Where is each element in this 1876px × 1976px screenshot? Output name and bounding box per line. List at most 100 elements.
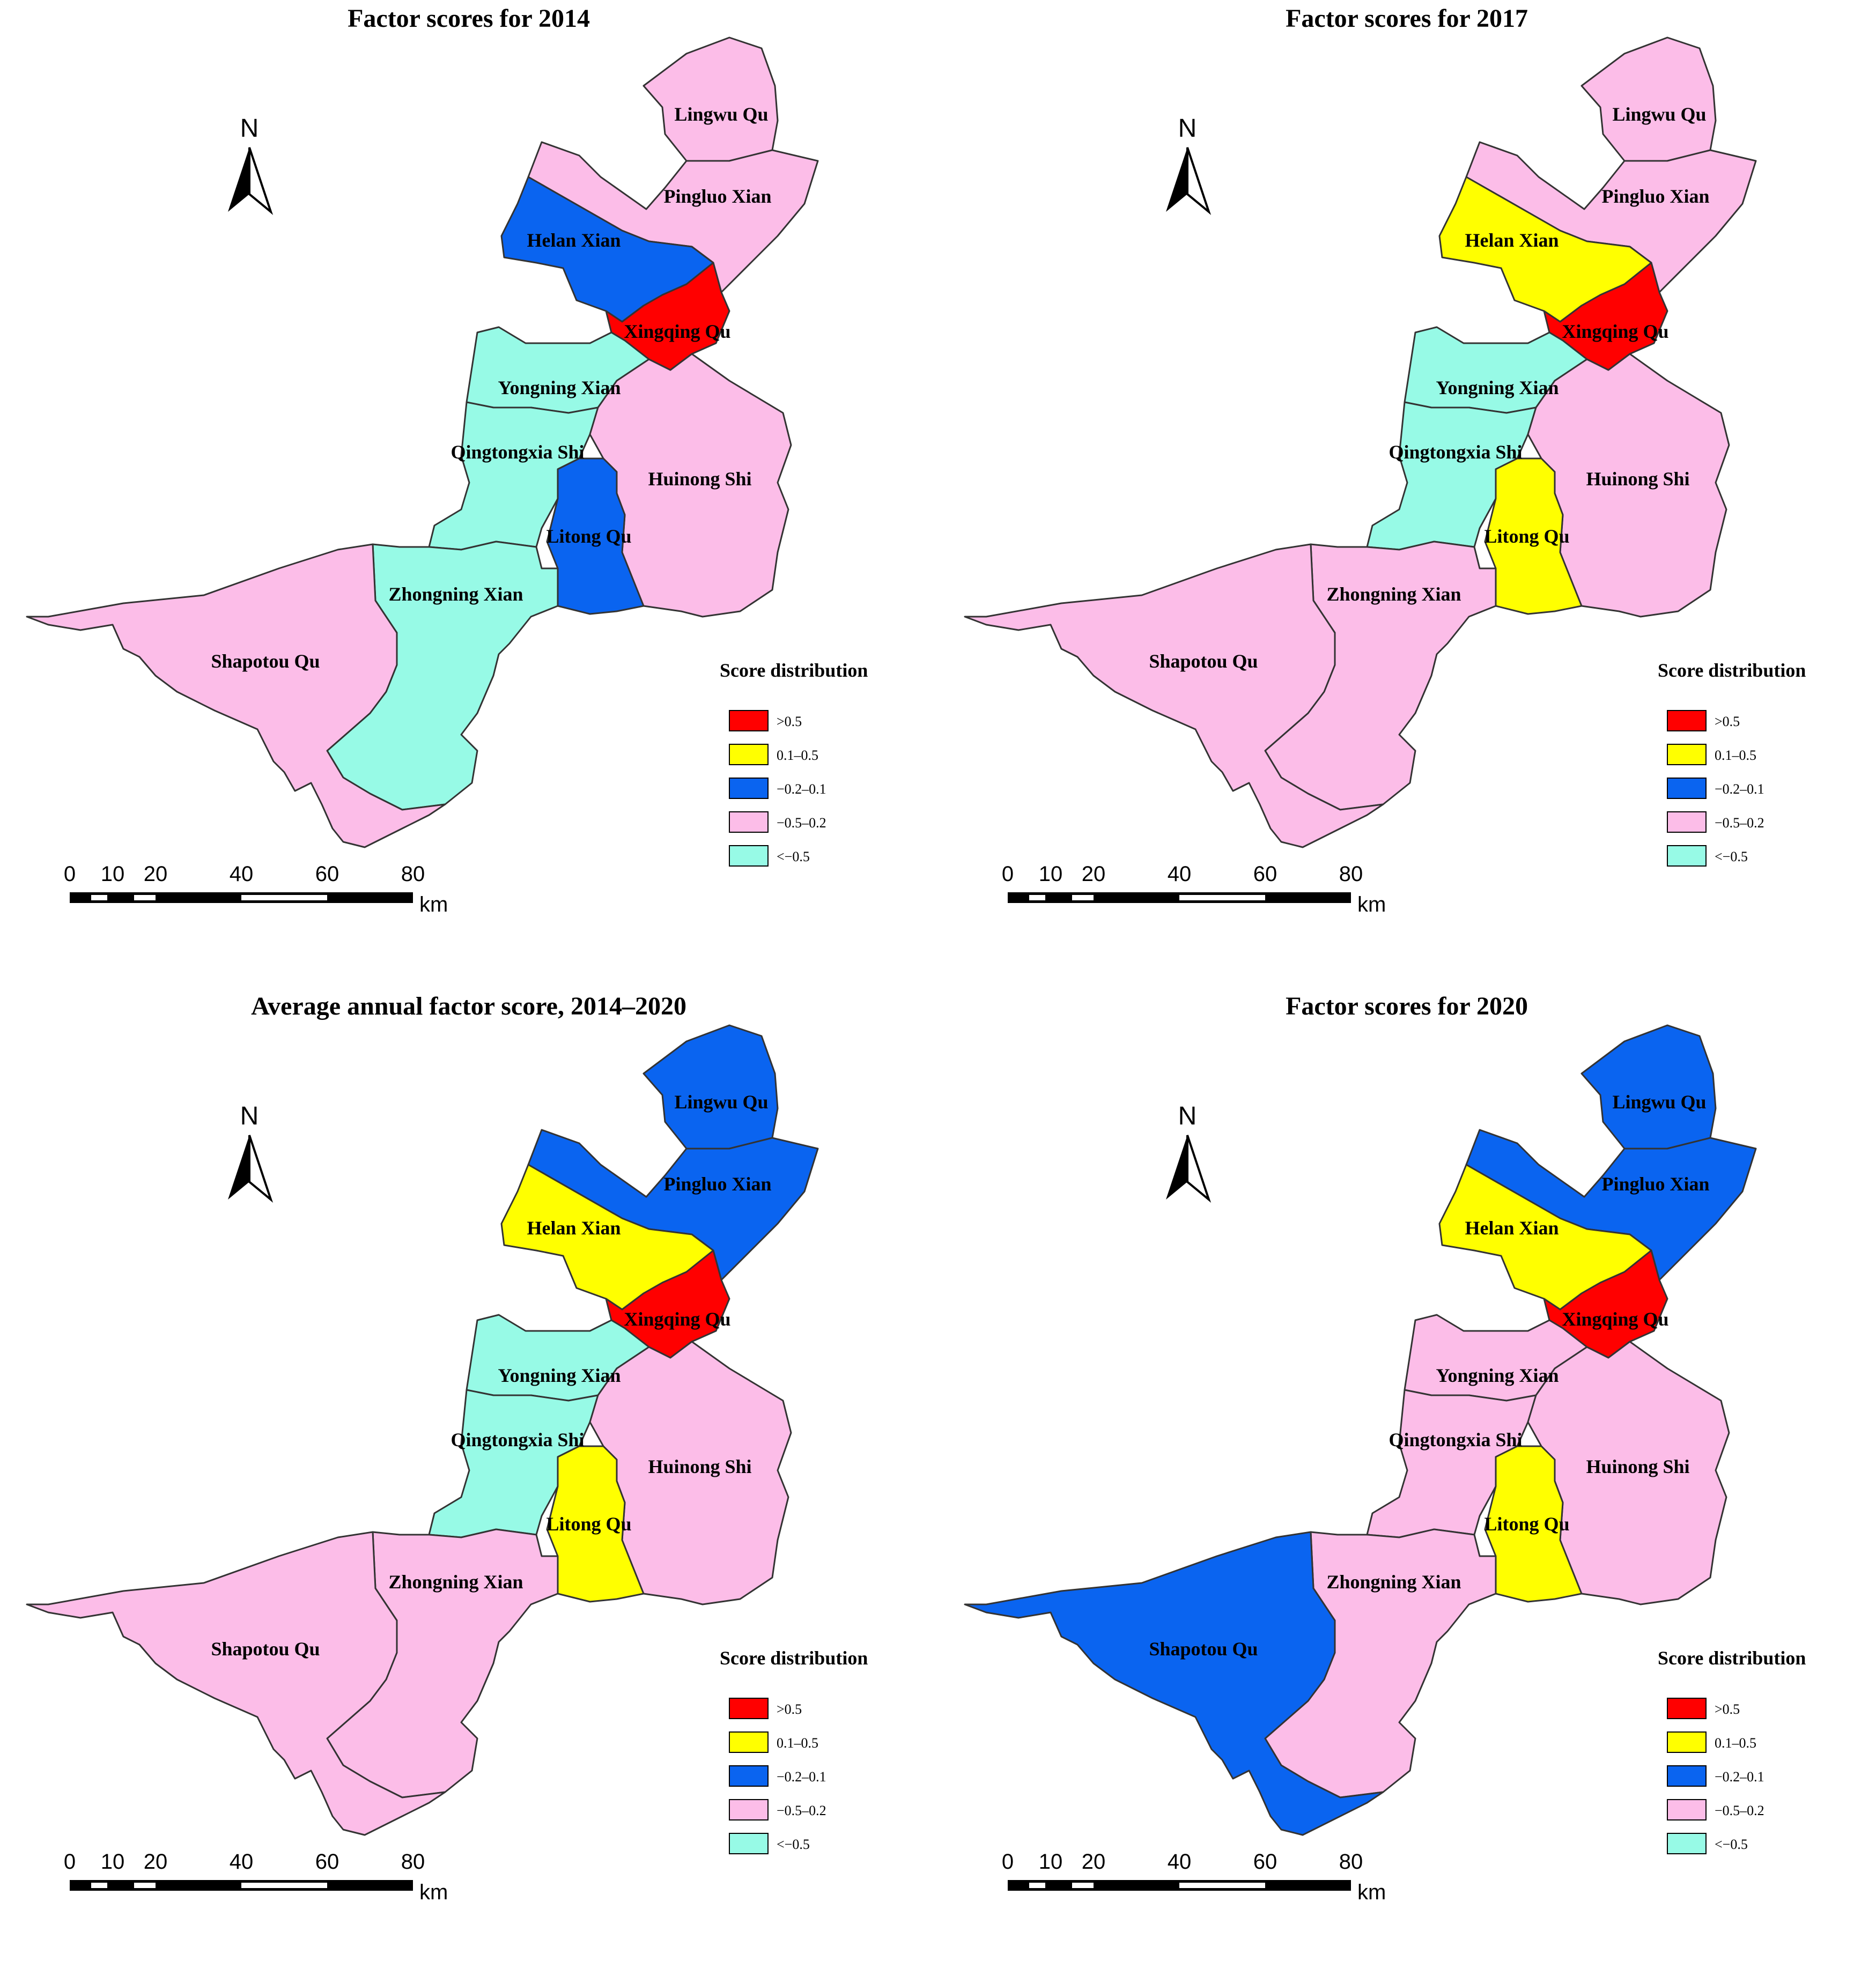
region-label-pingluo: Pingluo Xian [663, 186, 771, 207]
scale-tick-label: 60 [1253, 862, 1277, 886]
scale-bar: 0 10 20 40 60 80 km [64, 1850, 448, 1904]
region-label-xingqing: Xingqing Qu [1562, 1308, 1668, 1330]
legend-swatch [1667, 845, 1707, 867]
legend-label: −0.5–0.2 [1715, 815, 1764, 831]
scale-tick-label: 40 [230, 1850, 254, 1874]
region-label-zhongning: Zhongning Xian [1326, 583, 1461, 605]
legend: Score distribution >0.5 0.1–0.5 −0.2–0.1 −0.… [1658, 660, 1806, 867]
north-label: N [240, 1102, 259, 1130]
legend-swatch [729, 778, 769, 799]
legend-swatch [1667, 744, 1707, 765]
region-litong [546, 457, 645, 615]
region-shapotou [964, 543, 1384, 848]
scale-unit: km [1357, 1881, 1386, 1904]
region-label-shapotou: Shapotou Qu [1149, 1638, 1258, 1660]
scale-tick-label: 0 [1002, 862, 1014, 886]
region-label-zhongning: Zhongning Xian [388, 583, 523, 605]
region-shapotou [964, 1531, 1384, 1836]
region-label-lingwu: Lingwu Qu [1612, 103, 1706, 125]
region-label-huinong: Huinong Shi [1586, 468, 1689, 490]
map-panel: Factor scores for 2020 Lingwu Qu Pingluo X… [938, 988, 1876, 1975]
region-shapotou [26, 543, 446, 848]
region-label-helan: Helan Xian [1465, 230, 1559, 251]
panel-title: Factor scores for 2017 [1286, 4, 1528, 33]
legend-label: <−0.5 [777, 1837, 810, 1852]
region-label-xingqing: Xingqing Qu [624, 321, 730, 342]
legend-swatch [1667, 1765, 1707, 1787]
legend-swatch [1667, 811, 1707, 833]
region-label-zhongning: Zhongning Xian [388, 1571, 523, 1593]
north-arrow-icon: N [228, 1102, 274, 1203]
region-lingwu [642, 36, 779, 162]
region-label-xingqing: Xingqing Qu [624, 1308, 730, 1330]
north-arrow-icon: N [228, 114, 274, 215]
map-panel: Average annual factor score, 2014–2020 Li… [0, 988, 938, 1975]
north-label: N [240, 114, 259, 143]
legend-swatch [1667, 1698, 1707, 1719]
legend-label: 0.1–0.5 [1715, 748, 1756, 763]
legend-label: <−0.5 [777, 849, 810, 864]
region-label-qingtongxia: Qingtongxia Shi [450, 441, 584, 463]
region-shapotou [26, 1531, 446, 1836]
region-label-qingtongxia: Qingtongxia Shi [1388, 441, 1522, 463]
legend-title: Score distribution [1658, 1647, 1806, 1669]
legend-label: >0.5 [777, 714, 802, 729]
region-label-huinong: Huinong Shi [1586, 1456, 1689, 1477]
region-label-huinong: Huinong Shi [648, 1456, 751, 1477]
legend-title: Score distribution [720, 660, 868, 681]
region-label-qingtongxia: Qingtongxia Shi [1388, 1429, 1522, 1450]
scale-tick-label: 20 [144, 1850, 168, 1874]
map-panel: Factor scores for 2014 Lingwu Qu Pingluo X… [0, 0, 938, 988]
scale-tick-label: 20 [1082, 1850, 1106, 1874]
region-label-litong: Litong Qu [1484, 1513, 1569, 1535]
region-label-pingluo: Pingluo Xian [1601, 1173, 1709, 1195]
legend-swatch [729, 1765, 769, 1787]
panel-title: Factor scores for 2014 [348, 4, 590, 33]
region-label-yongning: Yongning Xian [1436, 377, 1559, 398]
region-label-shapotou: Shapotou Qu [1149, 650, 1258, 672]
legend-title: Score distribution [720, 1647, 868, 1669]
region-label-shapotou: Shapotou Qu [211, 1638, 320, 1660]
region-lingwu [1580, 1024, 1717, 1150]
legend-swatch [1667, 710, 1707, 731]
legend: Score distribution >0.5 0.1–0.5 −0.2–0.1 −0.… [1658, 1647, 1806, 1854]
north-label: N [1178, 1102, 1197, 1130]
legend-swatch [1667, 1833, 1707, 1854]
legend-title: Score distribution [1658, 660, 1806, 681]
scale-bar: 0 10 20 40 60 80 km [1002, 862, 1386, 916]
scale-tick-label: 60 [1253, 1850, 1277, 1874]
scale-tick-label: 20 [144, 862, 168, 886]
scale-tick-label: 80 [1339, 1850, 1363, 1874]
legend-swatch [1667, 1731, 1707, 1753]
panel-title: Factor scores for 2020 [1286, 992, 1528, 1020]
region-label-litong: Litong Qu [1484, 526, 1569, 547]
region-label-helan: Helan Xian [527, 1217, 621, 1239]
legend-label: −0.2–0.1 [777, 781, 826, 797]
legend-label: 0.1–0.5 [1715, 1735, 1756, 1751]
legend-label: −0.2–0.1 [1715, 1769, 1764, 1785]
region-qingtongxia [1366, 401, 1537, 551]
scale-tick-label: 0 [64, 1850, 76, 1874]
region-label-xingqing: Xingqing Qu [1562, 321, 1668, 342]
legend-label: 0.1–0.5 [777, 1735, 818, 1751]
scale-tick-label: 40 [1168, 1850, 1192, 1874]
north-arrow-icon: N [1166, 114, 1212, 215]
legend-label: >0.5 [777, 1701, 802, 1717]
legend-label: −0.2–0.1 [1715, 781, 1764, 797]
choropleth-map: Factor scores for 2017 Lingwu Qu Pingluo X… [964, 4, 1806, 916]
panel-title: Average annual factor score, 2014–2020 [251, 992, 686, 1020]
region-litong [546, 1445, 645, 1603]
legend-label: <−0.5 [1715, 849, 1748, 864]
legend-swatch [729, 1731, 769, 1753]
region-lingwu [1580, 36, 1717, 162]
region-label-helan: Helan Xian [527, 230, 621, 251]
legend-swatch [729, 811, 769, 833]
north-arrow-icon: N [1166, 1102, 1212, 1203]
scale-bar: 0 10 20 40 60 80 km [1002, 1850, 1386, 1904]
region-litong [1484, 1445, 1583, 1603]
legend: Score distribution >0.5 0.1–0.5 −0.2–0.1 −0.… [720, 1647, 868, 1854]
scale-tick-label: 80 [1339, 862, 1363, 886]
scale-tick-label: 10 [1039, 862, 1063, 886]
legend-swatch [729, 744, 769, 765]
legend-label: −0.2–0.1 [777, 1769, 826, 1785]
